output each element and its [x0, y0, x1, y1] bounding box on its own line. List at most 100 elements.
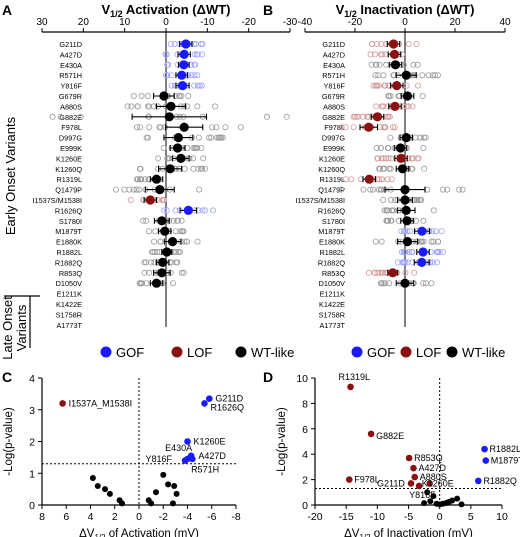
replicate-point: [155, 155, 162, 162]
replicate-point: [172, 228, 179, 235]
replicate-point: [378, 103, 385, 110]
replicate-point: [190, 165, 197, 172]
variant-label: R1882L: [56, 248, 82, 257]
replicate-point: [377, 51, 384, 58]
replicate-point: [138, 280, 145, 287]
replicate-point: [353, 113, 360, 120]
legend-gof-label: GOF: [116, 345, 144, 360]
replicate-point: [283, 113, 290, 120]
y-tick-label: 2: [29, 437, 35, 449]
replicate-point: [409, 248, 416, 255]
x-tick-label: -5: [404, 511, 413, 523]
x-tick-label: -4: [183, 511, 192, 523]
replicate-point: [404, 228, 411, 235]
data-point: [430, 493, 437, 500]
variant-label: M1879T: [318, 227, 345, 236]
labeled-data-point: [475, 477, 482, 485]
replicate-point: [385, 144, 392, 151]
axis-tick-label: 0: [163, 17, 169, 28]
mean-marker: [389, 49, 400, 60]
replicate-point: [213, 124, 220, 131]
replicate-point: [384, 207, 391, 214]
replicate-point: [375, 82, 382, 89]
replicate-point: [134, 103, 141, 110]
replicate-point: [406, 228, 413, 235]
mean-marker: [418, 247, 428, 257]
mean-marker: [397, 164, 408, 174]
mean-marker: [400, 195, 410, 205]
mean-marker: [372, 112, 383, 122]
mean-marker: [401, 133, 411, 143]
labeled-data-point: [206, 395, 213, 402]
axis-tick-label: -40: [298, 17, 313, 28]
replicate-point: [400, 259, 407, 266]
replicate-point: [121, 186, 128, 193]
replicate-point: [420, 134, 427, 141]
replicate-point: [378, 155, 385, 162]
replicate-point: [202, 207, 209, 214]
mean-marker: [165, 164, 175, 174]
replicate-point: [420, 238, 427, 245]
replicate-point: [385, 93, 392, 100]
replicate-point: [191, 72, 198, 79]
mean-marker: [166, 101, 176, 111]
panel-a-letter: A: [2, 2, 12, 18]
data-point: [427, 498, 434, 505]
variant-label: Q1479P: [55, 186, 82, 195]
mean-marker: [145, 195, 155, 205]
replicate-point: [378, 269, 385, 276]
replicate-point: [383, 61, 390, 68]
replicate-point: [162, 51, 169, 58]
replicate-point: [168, 72, 175, 79]
y-tick-label: 1: [29, 468, 35, 480]
variant-label: R571H: [322, 71, 345, 80]
labeled-data-point: [482, 457, 490, 464]
early-onset-label: Early Onset Variants: [3, 116, 18, 235]
replicate-point: [376, 176, 383, 183]
replicate-point: [387, 217, 394, 224]
axis-tick-label: 10: [119, 17, 131, 28]
replicate-point: [376, 61, 383, 68]
replicate-point: [170, 217, 177, 224]
mean-marker: [401, 205, 411, 215]
replicate-point: [222, 124, 229, 131]
labeled-data-point: [415, 482, 423, 490]
mean-marker: [151, 278, 162, 288]
axis-tick-label: -10: [200, 17, 215, 28]
data-point: [102, 486, 109, 493]
mean-marker: [177, 70, 187, 80]
replicate-point: [435, 238, 442, 245]
replicate-point: [388, 176, 395, 183]
axis-tick-label: 20: [449, 17, 461, 28]
replicate-point: [420, 217, 427, 224]
replicate-point: [373, 82, 380, 89]
replicate-point: [380, 124, 387, 131]
replicate-point: [411, 269, 418, 276]
variant-label: R1882Q: [55, 258, 83, 267]
legend-lof-marker: [171, 346, 183, 358]
mean-marker: [402, 91, 413, 101]
variant-label: S1780I: [59, 217, 82, 226]
replicate-point: [159, 196, 166, 203]
replicate-point: [208, 134, 215, 141]
axis-tick-label: 0: [402, 17, 408, 28]
replicate-point: [214, 134, 221, 141]
mean-marker: [157, 268, 167, 278]
variant-label: F978L: [61, 123, 82, 132]
mean-marker: [159, 91, 169, 101]
replicate-point: [382, 280, 389, 287]
mean-marker: [155, 185, 165, 195]
panel-b-letter: B: [263, 2, 273, 18]
y-tick-label: 0: [302, 500, 308, 512]
replicate-point: [192, 41, 199, 48]
variant-label: Y816F: [61, 82, 83, 91]
replicate-point: [264, 113, 271, 120]
replicate-point: [373, 144, 380, 151]
replicate-point: [369, 41, 376, 48]
y-axis-label: -Log(p-value): [3, 407, 15, 476]
panel-c-volcano: 8 6 4 2 0 -2 -4 -6 -8 0 1 2 3 4 ΔV1/2 of Activation (m…: [3, 373, 244, 537]
labeled-data-point: [411, 473, 419, 481]
data-point: [145, 497, 152, 504]
replicate-point: [371, 51, 378, 58]
y-tick-label: 0: [29, 500, 35, 512]
